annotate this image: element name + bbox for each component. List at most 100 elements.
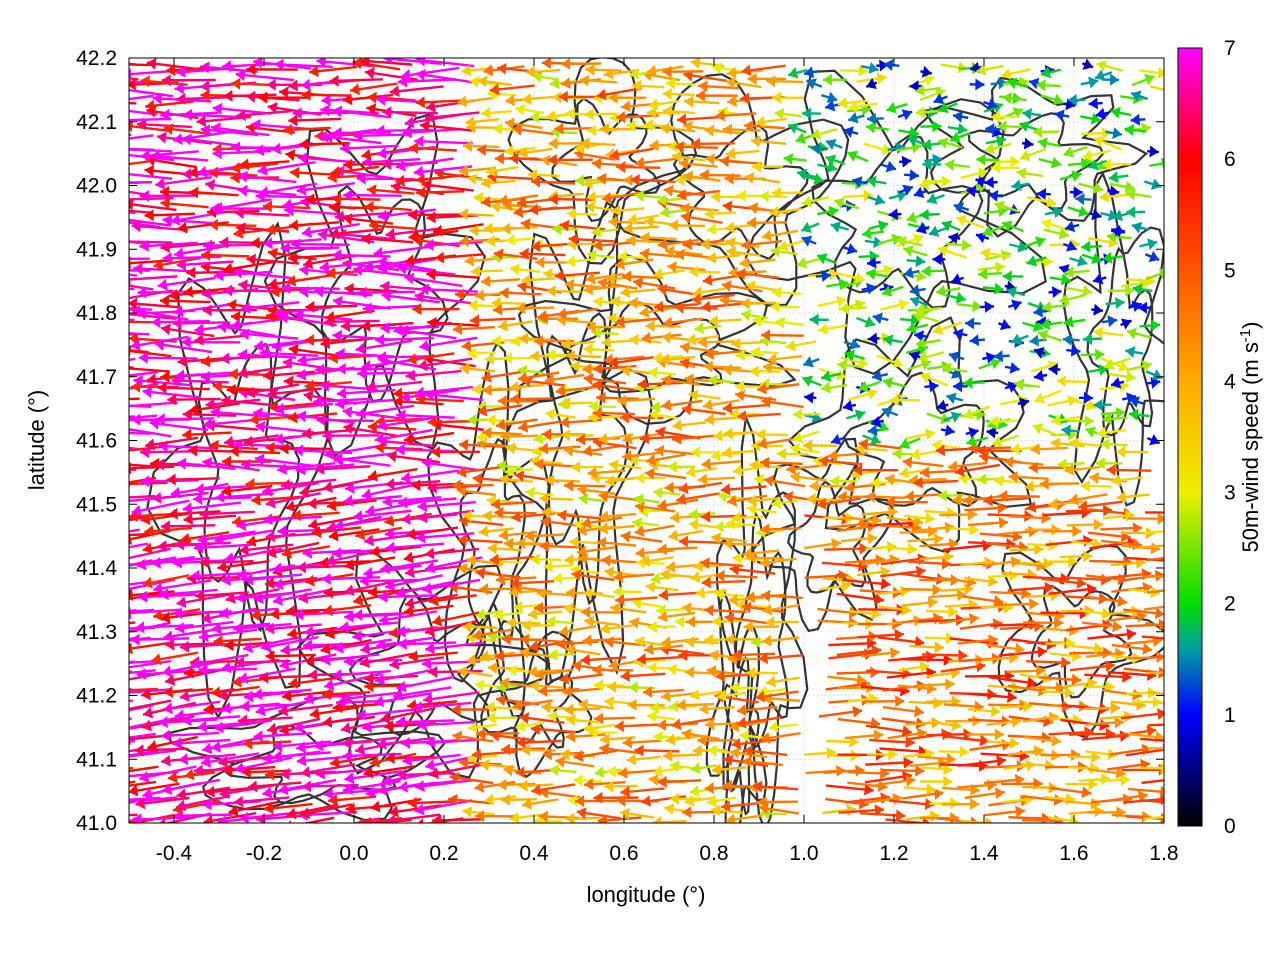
wind-arrow — [174, 708, 233, 722]
wind-arrow — [959, 817, 995, 823]
wind-arrow-shaft — [255, 699, 314, 714]
wind-arrow-head — [1164, 525, 1173, 537]
wind-arrow-head — [362, 721, 372, 734]
wind-arrow-head — [620, 807, 631, 820]
wind-arrow-head — [417, 511, 428, 524]
wind-arrow-head — [983, 494, 993, 507]
wind-arrow-head — [424, 624, 436, 637]
wind-arrow-head — [448, 793, 458, 806]
wind-arrow-head — [711, 804, 721, 817]
wind-arrow — [646, 710, 676, 723]
wind-arrow — [238, 714, 293, 727]
wind-arrow-head — [286, 807, 297, 820]
wind-arrow-head — [701, 457, 712, 470]
wind-arrow — [761, 396, 804, 409]
wind-arrow-head — [178, 753, 189, 766]
wind-arrow — [467, 721, 498, 734]
wind-arrow — [1141, 798, 1164, 804]
wind-arrow — [320, 638, 372, 655]
wind-arrow-head — [355, 528, 366, 541]
wind-arrow — [500, 793, 537, 806]
wind-arrow-shaft — [129, 796, 178, 803]
wind-arrow-head — [653, 486, 663, 499]
wind-arrow-head — [1117, 595, 1127, 608]
wind-arrow-head — [924, 428, 935, 441]
wind-arrow — [1045, 534, 1093, 547]
wind-arrow-head — [690, 762, 701, 775]
wind-arrow-head — [1084, 415, 1094, 428]
wind-arrow — [484, 793, 517, 806]
wind-arrow-head — [669, 760, 680, 773]
wind-arrow-head — [943, 763, 953, 776]
wind-arrow-head — [303, 692, 314, 705]
wind-arrow-head — [151, 653, 162, 666]
wind-arrow-head — [707, 795, 717, 807]
wind-arrow-shaft — [386, 813, 441, 823]
wind-arrow-head — [510, 335, 521, 348]
contour-line — [1062, 171, 1164, 507]
wind-arrow — [1139, 762, 1164, 775]
wind-arrow — [593, 791, 639, 804]
wind-arrow-head — [458, 438, 469, 451]
wind-arrow-head — [77, 415, 87, 427]
wind-arrow-head — [661, 636, 672, 649]
wind-arrow — [641, 795, 687, 807]
wind-arrow-head — [304, 625, 314, 638]
wind-arrow-shaft — [129, 589, 132, 592]
wind-arrow — [521, 619, 555, 632]
wind-arrow — [414, 799, 473, 816]
wind-arrow — [1116, 445, 1149, 458]
wind-arrow — [580, 653, 627, 666]
wind-arrow — [620, 785, 665, 798]
wind-arrow-head — [729, 681, 739, 694]
wind-arrow-head — [162, 665, 173, 678]
wind-arrow — [959, 618, 1003, 631]
wind-arrow-head — [608, 459, 619, 472]
wind-arrow — [1004, 361, 1020, 374]
wind-arrow-shaft — [129, 367, 171, 373]
wind-arrow-head — [512, 699, 523, 712]
wind-arrow-head — [238, 714, 248, 727]
wind-arrow-head — [706, 665, 717, 678]
wind-arrow — [986, 642, 1025, 655]
wind-arrow — [129, 688, 172, 694]
wind-arrow-head — [167, 771, 178, 784]
wind-arrow — [688, 518, 721, 531]
wind-arrow-head — [515, 766, 526, 779]
wind-arrow — [804, 747, 837, 759]
wind-arrow-shaft — [178, 753, 236, 762]
wind-arrow — [865, 724, 912, 738]
wind-arrow — [129, 609, 137, 613]
wind-arrow-head — [739, 730, 750, 742]
wind-arrow-head — [558, 625, 569, 638]
wind-arrow-head — [285, 605, 296, 618]
wind-arrow — [518, 420, 561, 433]
wind-arrow — [876, 354, 904, 369]
wind-arrow — [129, 367, 171, 373]
wind-arrow-head — [1150, 319, 1161, 332]
wind-arrow-head — [518, 779, 528, 792]
wind-arrow-head — [324, 678, 335, 691]
wind-arrow-head — [593, 362, 603, 375]
wind-arrow-shaft — [373, 691, 432, 705]
wind-arrow — [731, 511, 763, 524]
wind-arrow — [1147, 690, 1164, 696]
wind-arrow — [657, 775, 702, 788]
wind-arrow-head — [725, 633, 735, 646]
wind-arrow-shaft — [129, 608, 181, 615]
wind-arrow-head — [562, 685, 572, 698]
wind-arrow-head — [1093, 398, 1103, 411]
wind-arrow-head — [528, 640, 539, 653]
wind-arrow — [877, 635, 925, 648]
wind-arrow-head — [539, 540, 550, 553]
wind-arrow — [241, 766, 292, 779]
wind-arrow — [983, 805, 1025, 818]
wind-arrow — [1150, 654, 1164, 659]
wind-arrow — [1024, 734, 1062, 747]
wind-arrow-head — [752, 780, 763, 793]
wind-arrow — [485, 701, 517, 714]
wind-arrow-head — [223, 764, 233, 777]
wind-arrow-shaft — [129, 468, 137, 471]
wind-arrow — [1083, 680, 1115, 693]
wind-arrow — [431, 611, 480, 627]
